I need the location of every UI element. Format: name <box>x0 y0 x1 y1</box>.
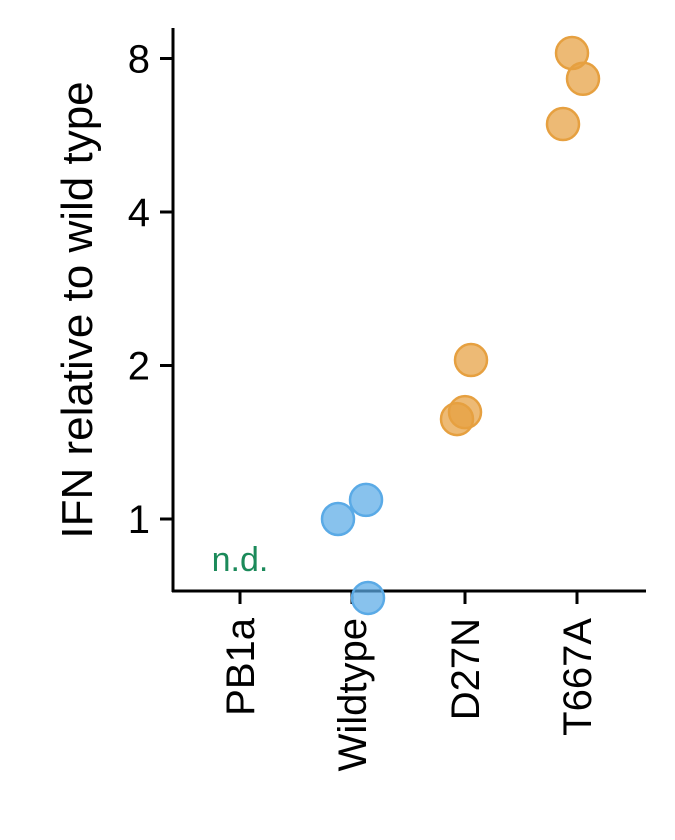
y-tick-label: 8 <box>128 38 150 82</box>
x-tick-label-wildtype: Wildtype <box>331 618 375 771</box>
data-point-wildtype <box>320 501 356 537</box>
annotations: n.d. <box>212 541 269 579</box>
data-point-wildtype <box>350 580 386 616</box>
x-axis: PB1a Wildtype D27N T667A <box>172 589 646 771</box>
data-points <box>320 35 601 616</box>
data-point-d27n <box>439 401 475 437</box>
data-point-t667a <box>565 61 601 97</box>
y-tick-label: 2 <box>128 345 150 389</box>
data-point-d27n <box>453 342 489 378</box>
data-point-t667a <box>545 106 581 142</box>
y-tick-label: 4 <box>128 191 150 235</box>
x-tick-label-pb1a: PB1a <box>219 617 263 716</box>
x-tick-label-d27n: D27N <box>444 618 488 720</box>
y-axis-label: IFN relative to wild type <box>53 81 102 538</box>
annotation-pb1a: n.d. <box>212 541 269 579</box>
x-tick-label-t667a: T667A <box>556 618 600 736</box>
y-axis: 1 2 4 8 <box>128 28 175 592</box>
y-tick-label: 1 <box>128 498 150 542</box>
data-point-wildtype <box>348 482 384 518</box>
